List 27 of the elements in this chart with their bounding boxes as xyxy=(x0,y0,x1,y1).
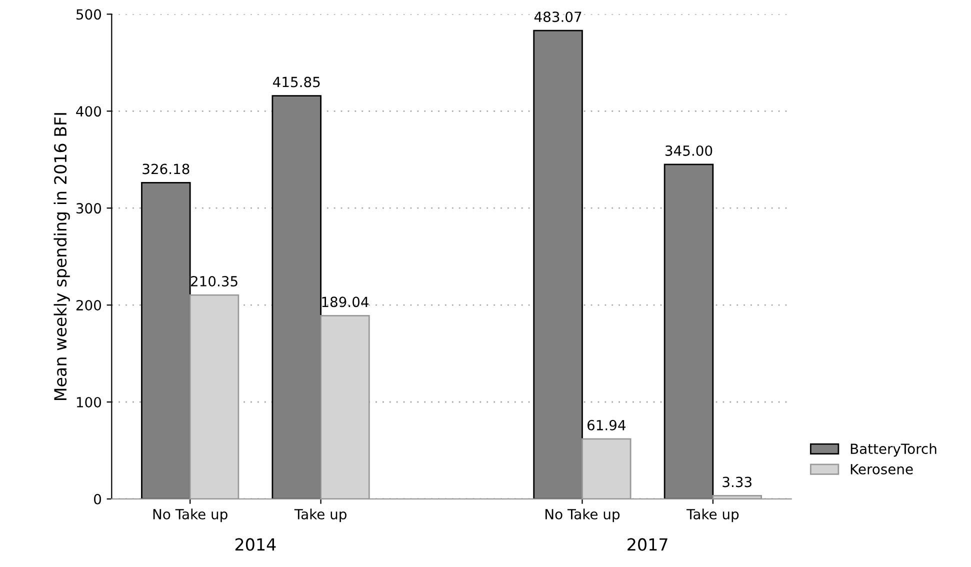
data-label: 210.35 xyxy=(190,276,238,287)
legend-label: BatteryTorch xyxy=(850,443,936,457)
y-axis-title: Mean weekly spending in 2016 BFI xyxy=(54,113,70,400)
x-tick-label: Take up xyxy=(294,508,346,522)
legend-label: Kerosene xyxy=(850,464,913,474)
text: 2014 xyxy=(235,538,276,551)
bar xyxy=(272,95,322,499)
x-tick-label: Take up xyxy=(686,508,739,522)
data-label: 326.18 xyxy=(142,164,190,174)
data-label: 3.33 xyxy=(722,476,752,488)
bar xyxy=(141,182,191,499)
data-label: 483.07 xyxy=(534,12,582,22)
y-tick-label: 300 xyxy=(76,203,102,214)
data-label: 61.94 xyxy=(588,420,626,430)
text: 2017 xyxy=(628,538,668,551)
y-tick-label: 200 xyxy=(76,300,102,311)
data-label: 345.00 xyxy=(666,145,712,156)
bar xyxy=(664,164,714,499)
bar xyxy=(533,30,583,499)
y-tick-label: 500 xyxy=(76,9,102,20)
y-tick-label: 400 xyxy=(76,106,102,117)
x-tick-label: No Take up xyxy=(153,508,228,522)
data-label: 189.04 xyxy=(322,296,369,308)
x-tick-label: No Take up xyxy=(546,508,620,522)
y-tick-label: 100 xyxy=(76,396,102,408)
y-tick-label: 0 xyxy=(94,494,102,504)
data-label: 415.85 xyxy=(273,76,320,88)
